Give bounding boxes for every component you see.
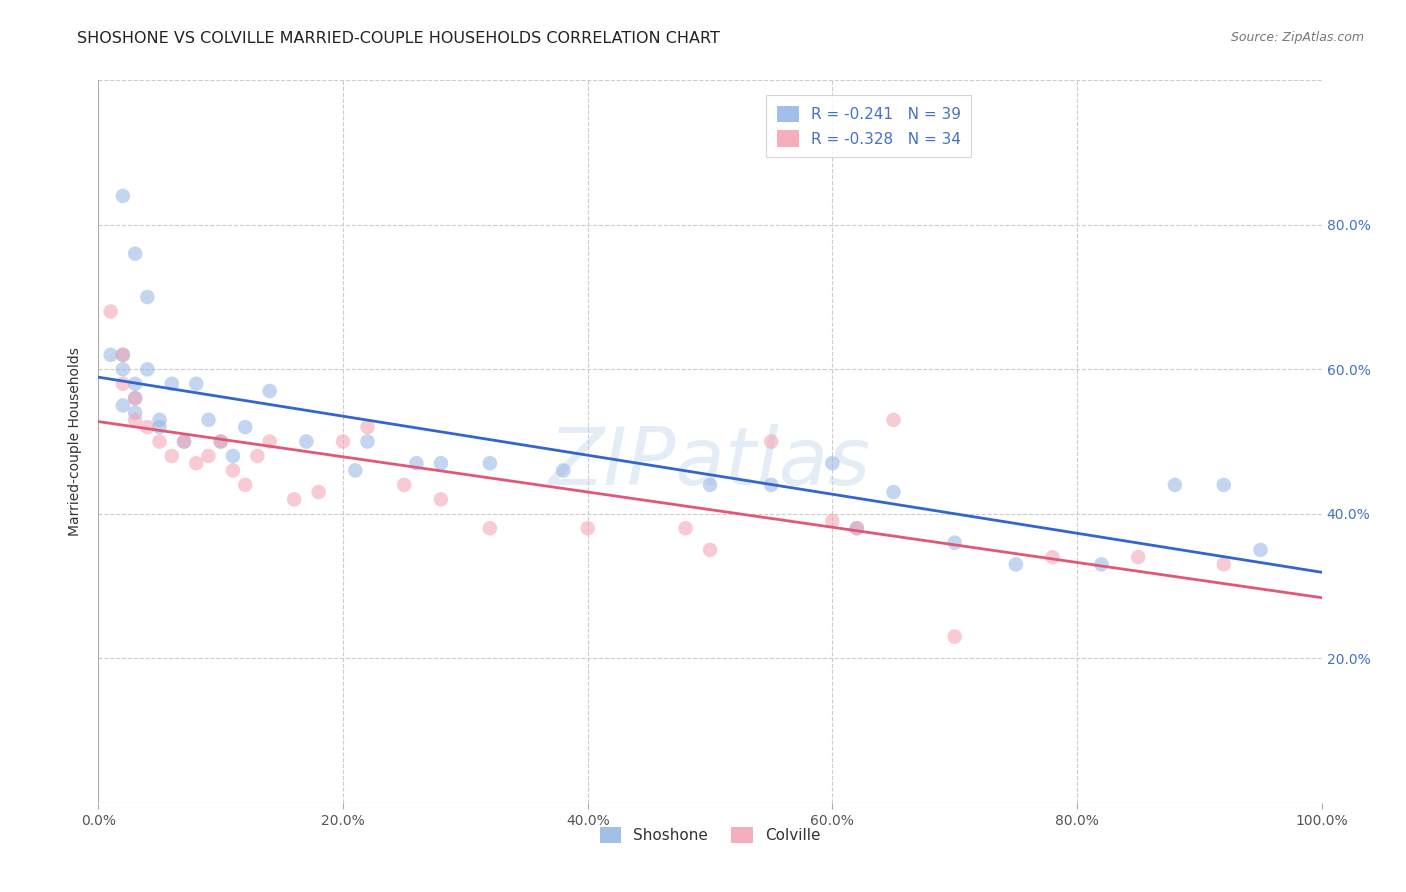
- Point: [149, 420, 172, 434]
- Point: [149, 434, 172, 449]
- Point: [111, 362, 134, 376]
- Point: [1212, 478, 1234, 492]
- Point: [160, 376, 183, 391]
- Point: [111, 189, 134, 203]
- Point: [699, 478, 721, 492]
- Point: [576, 521, 599, 535]
- Point: [124, 246, 146, 260]
- Point: [209, 434, 232, 449]
- Point: [699, 542, 721, 557]
- Y-axis label: Married-couple Households: Married-couple Households: [69, 347, 83, 536]
- Point: [209, 434, 232, 449]
- Point: [883, 413, 905, 427]
- Point: [197, 413, 219, 427]
- Point: [283, 492, 305, 507]
- Point: [1128, 550, 1150, 565]
- Point: [553, 463, 575, 477]
- Point: [883, 485, 905, 500]
- Point: [233, 478, 256, 492]
- Text: SHOSHONE VS COLVILLE MARRIED-COUPLE HOUSEHOLDS CORRELATION CHART: SHOSHONE VS COLVILLE MARRIED-COUPLE HOUS…: [77, 31, 720, 46]
- Point: [430, 492, 453, 507]
- Point: [1042, 550, 1064, 565]
- Point: [845, 521, 868, 535]
- Point: [821, 514, 844, 528]
- Point: [173, 434, 195, 449]
- Point: [186, 376, 208, 391]
- Text: ZIPatlas: ZIPatlas: [548, 425, 872, 502]
- Point: [124, 391, 146, 405]
- Point: [124, 376, 146, 391]
- Point: [186, 456, 208, 470]
- Point: [246, 449, 269, 463]
- Point: [100, 304, 122, 318]
- Point: [124, 406, 146, 420]
- Point: [111, 348, 134, 362]
- Point: [761, 434, 783, 449]
- Point: [222, 449, 245, 463]
- Point: [111, 398, 134, 412]
- Point: [1164, 478, 1187, 492]
- Point: [943, 535, 966, 549]
- Point: [124, 391, 146, 405]
- Point: [173, 434, 195, 449]
- Text: Source: ZipAtlas.com: Source: ZipAtlas.com: [1230, 31, 1364, 45]
- Point: [1090, 558, 1112, 572]
- Point: [149, 413, 172, 427]
- Point: [405, 456, 427, 470]
- Point: [392, 478, 416, 492]
- Point: [160, 449, 183, 463]
- Point: [111, 348, 134, 362]
- Point: [1212, 558, 1234, 572]
- Point: [136, 420, 159, 434]
- Point: [344, 463, 367, 477]
- Point: [845, 521, 868, 535]
- Point: [111, 376, 134, 391]
- Point: [233, 420, 256, 434]
- Point: [821, 456, 844, 470]
- Point: [124, 413, 146, 427]
- Point: [222, 463, 245, 477]
- Point: [259, 384, 281, 398]
- Point: [761, 478, 783, 492]
- Point: [943, 630, 966, 644]
- Point: [100, 348, 122, 362]
- Point: [356, 434, 378, 449]
- Point: [675, 521, 697, 535]
- Point: [197, 449, 219, 463]
- Point: [259, 434, 281, 449]
- Point: [430, 456, 453, 470]
- Point: [136, 290, 159, 304]
- Point: [478, 521, 501, 535]
- Point: [295, 434, 318, 449]
- Point: [356, 420, 378, 434]
- Point: [1004, 558, 1026, 572]
- Point: [332, 434, 354, 449]
- Point: [478, 456, 501, 470]
- Point: [1249, 542, 1271, 557]
- Point: [308, 485, 330, 500]
- Point: [136, 362, 159, 376]
- Legend: Shoshone, Colville: Shoshone, Colville: [593, 821, 827, 849]
